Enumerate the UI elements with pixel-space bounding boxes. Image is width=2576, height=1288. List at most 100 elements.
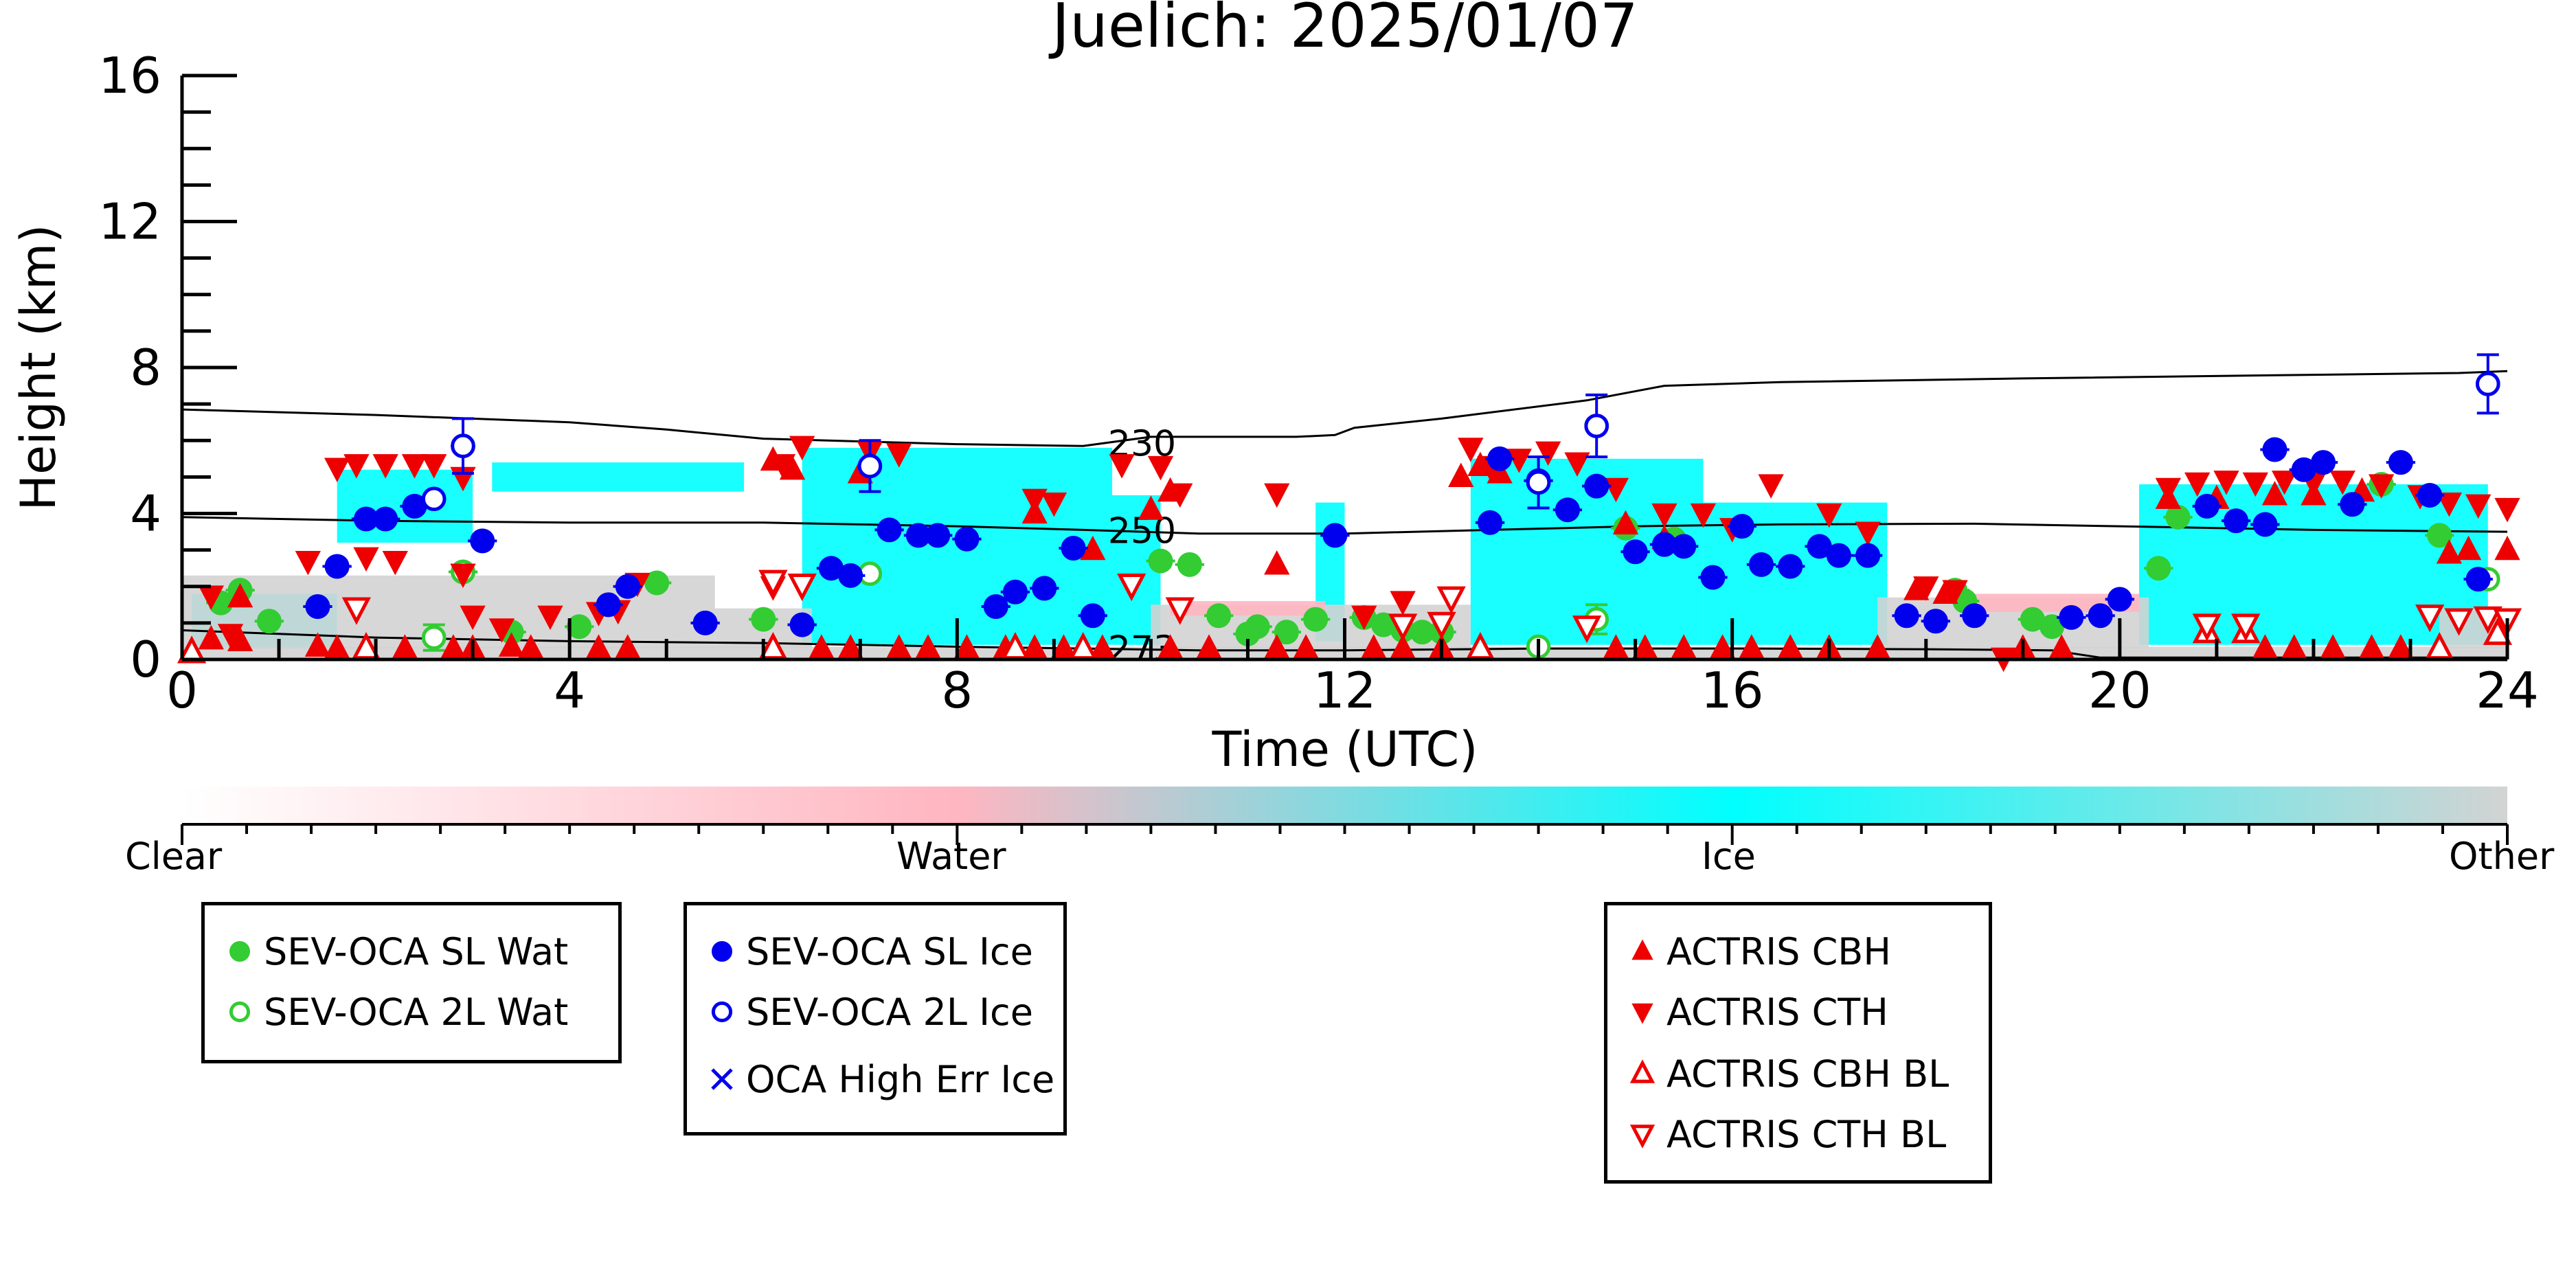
point-actris-cth-bl-3: [1117, 573, 1146, 602]
point-sev-oca-sl-ice-5: [470, 528, 495, 554]
legend-label-cbh: ACTRIS CBH: [1667, 929, 1891, 973]
point-sev-oca-sl-ice-22: [1478, 510, 1503, 535]
point-sev-oca-sl-ice-9: [789, 612, 815, 637]
legend-marker-shape: [1629, 1125, 1656, 1149]
point-sev-oca-sl-wat-8: [1148, 548, 1173, 574]
point-actris-cth-7: [488, 618, 515, 643]
point-sev-oca-sl-ice-32: [1748, 552, 1774, 577]
point-actris-cth-19: [1021, 488, 1048, 514]
point-sev-oca-sl-wat-9: [1177, 552, 1202, 577]
point-sev-oca-sl-ice-38: [1923, 609, 1948, 634]
point-actris-cth-55: [450, 563, 476, 589]
point-sev-oca-sl-ice-12: [877, 517, 902, 543]
point-actris-cbh-65: [2455, 535, 2482, 561]
point-actris-cbh-66: [2494, 535, 2520, 561]
point-actris-cth-bl-13: [2473, 606, 2502, 634]
legend-marker-cth: [1631, 1003, 1653, 1024]
point-actris-cth-16: [789, 436, 815, 461]
series-sev-oca-sl-ice: [303, 437, 2493, 637]
point-sev-oca-sl-ice-31: [1729, 514, 1754, 539]
point-actris-cth-43: [2213, 471, 2239, 495]
point-sev-oca-sl-ice-52: [2465, 567, 2491, 592]
point-actris-cth-31: [1564, 452, 1590, 477]
legend-label-cbh-bl: ACTRIS CBH BL: [1667, 1052, 1950, 1096]
y-tick-label-4: 4: [130, 485, 161, 543]
point-sev-oca-sl-ice-15: [954, 526, 980, 552]
point-actris-cth-3: [401, 454, 428, 479]
point-sev-oca-sl-ice-44: [2224, 508, 2249, 534]
point-sev-oca-sl-ice-23: [1487, 446, 1513, 471]
legend-marker-cbh: [1631, 939, 1653, 960]
point-actris-cth-10: [382, 550, 408, 576]
y-tick-label-16: 16: [98, 47, 161, 104]
point-sev-oca-sl-ice-40: [2059, 605, 2084, 630]
point-sev-oca-sl-wat-26: [2146, 556, 2171, 581]
x-tick-label-4: 4: [554, 662, 585, 719]
point-sev-oca-sl-ice-14: [925, 523, 951, 548]
point-sev-oca-sl-ice-26: [1584, 473, 1609, 499]
legend-label-cth: ACTRIS CTH: [1667, 990, 1888, 1034]
point-actris-cth-38: [1855, 521, 1881, 546]
legend-marker-shape: [712, 941, 732, 962]
point-sev-oca-sl-ice-6: [596, 592, 621, 618]
point-sev-oca-sl-ice-43: [2194, 493, 2219, 519]
point-actris-cth-9: [353, 547, 379, 572]
x-tick-label-12: 12: [1313, 662, 1377, 719]
point-actris-cth-bl-2: [787, 573, 817, 602]
point-sev-oca-sl-ice-41: [2088, 603, 2113, 629]
point-actris-cth-11: [295, 550, 321, 576]
point-actris-cth-39: [1913, 576, 1939, 601]
point-sev-oca-2l-ice-top-2: [1526, 470, 1551, 495]
point-actris-cbh-8: [498, 632, 525, 657]
point-sev-oca-2l-ice-top-1: [857, 453, 883, 479]
y-tick-label-8: 8: [130, 339, 161, 396]
colorbar-ticks: [181, 823, 2509, 845]
point-sev-oca-sl-ice-35: [1826, 543, 1851, 568]
legend-marker-2l-wat: [229, 1001, 251, 1023]
colorbar-label-ice: Ice: [1702, 835, 1756, 878]
point-actris-cth-53: [198, 585, 224, 610]
point-sev-oca-sl-wat-10: [1206, 603, 1232, 629]
region-ice-1: [492, 462, 745, 492]
x-tick-label-8: 8: [941, 662, 973, 719]
point-actris-cbh-61: [2261, 481, 2288, 506]
point-sev-oca-sl-wat-7: [751, 607, 776, 632]
series-actris-cth-bl: [341, 569, 2522, 644]
x-tick-label-24: 24: [2476, 662, 2539, 719]
point-actris-cth-33: [1651, 503, 1677, 528]
point-actris-cth-bl-8: [1572, 615, 1602, 644]
legend-label-sl-ice: SEV-OCA SL Ice: [746, 929, 1033, 973]
legend-water: SEV-OCA SL Wat SEV-OCA 2L Wat: [201, 902, 622, 1063]
point-sev-oca-sl-wat-5: [567, 614, 592, 640]
point-sev-oca-sl-ice-18: [1032, 576, 1057, 601]
point-actris-cth-bl-1: [758, 569, 788, 598]
point-actris-cth-26: [1390, 591, 1416, 615]
point-sev-oca-sl-ice-37: [1894, 603, 1919, 629]
point-actris-cth-4: [421, 454, 447, 479]
point-actris-cbh-0: [198, 624, 224, 650]
series-sev-oca-2l-ice: [421, 353, 2500, 512]
point-actris-cth-41: [2155, 477, 2182, 503]
point-actris-cbh-bl-0: [177, 635, 207, 664]
legend-label-sl-wat: SEV-OCA SL Wat: [264, 929, 569, 973]
x-axis-label: Time (UTC): [1212, 721, 1478, 778]
point-actris-cth-30: [1535, 441, 1561, 466]
point-sev-oca-sl-ice-16: [983, 594, 1008, 619]
point-actris-cth-45: [2271, 471, 2298, 495]
legend-label-2l-wat: SEV-OCA 2L Wat: [264, 990, 569, 1034]
y-axis-label: Height (km): [10, 225, 67, 511]
point-sev-oca-sl-ice-30: [1700, 565, 1726, 590]
point-sev-oca-sl-ice-11: [838, 563, 863, 588]
y-tick-label-0: 0: [130, 631, 161, 688]
legend-ice: SEV-OCA SL Ice SEV-OCA 2L Ice OCA High E…: [683, 902, 1067, 1136]
point-sev-oca-sl-ice-39: [1962, 603, 1987, 629]
point-sev-oca-2l-ice-top-0: [451, 433, 475, 459]
point-actris-cth-bl-0: [341, 597, 372, 625]
legend-marker-shape: [1631, 1003, 1653, 1024]
legend-marker-shape: [229, 941, 250, 962]
point-sev-oca-sl-ice-48: [2311, 450, 2336, 475]
point-actris-cth-52: [2494, 497, 2520, 523]
point-sev-oca-sl-ice-33: [1778, 554, 1803, 579]
point-sev-oca-sl-ice-25: [1555, 497, 1580, 523]
